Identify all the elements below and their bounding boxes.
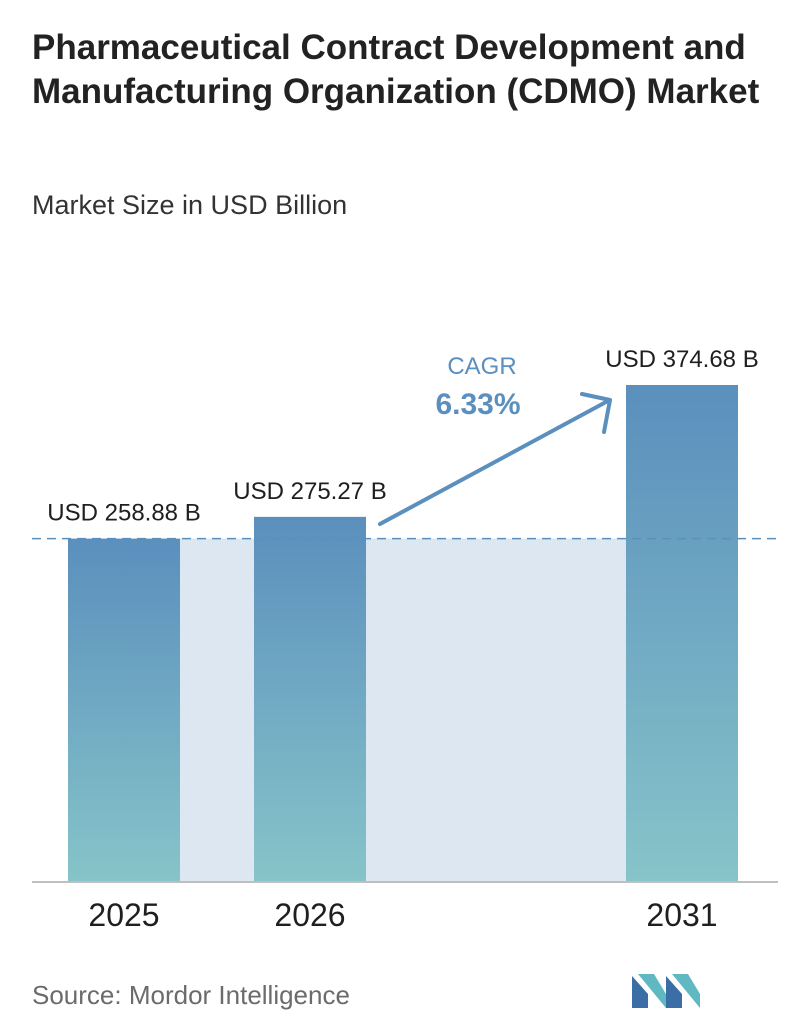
x-tick-2025: 2025 (88, 897, 159, 933)
chart-title: Pharmaceutical Contract Development and … (32, 28, 760, 111)
cagr-value: 6.33% (435, 388, 520, 421)
bar-2026 (254, 516, 366, 882)
comparison-band-1 (366, 538, 626, 882)
comparison-band-0 (180, 538, 254, 882)
cagr-arrow-shaft (378, 400, 608, 526)
cagr-arrow-head-icon (580, 392, 612, 434)
x-tick-labels-group: 2025 2026 2031 (88, 897, 717, 933)
x-tick-2026: 2026 (274, 897, 345, 933)
source-note: Source: Mordor Intelligence (32, 980, 350, 1010)
data-labels-group: USD 258.88 B USD 275.27 B USD 374.68 B (47, 346, 758, 527)
bars-group (68, 385, 738, 882)
data-label-2026: USD 275.27 B (233, 478, 386, 505)
bar-2031 (626, 385, 738, 882)
cagr-label: CAGR (447, 353, 516, 380)
cagr-annotation: CAGR 6.33% (378, 353, 612, 526)
chart-subtitle: Market Size in USD Billion (32, 190, 348, 220)
comparison-band-group (180, 538, 626, 882)
bar-2025 (68, 538, 180, 882)
data-label-2031: USD 374.68 B (605, 346, 758, 373)
data-label-2025: USD 258.88 B (47, 500, 200, 527)
mordor-intelligence-logo-icon (632, 974, 700, 1008)
x-tick-2031: 2031 (646, 897, 717, 933)
